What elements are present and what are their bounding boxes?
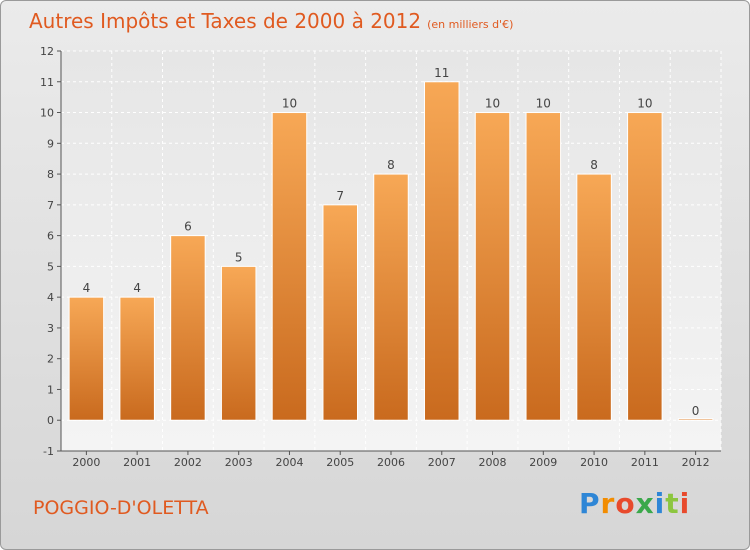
- y-tick-label: 3: [47, 322, 54, 335]
- x-tick-label: 2001: [123, 456, 151, 469]
- logo-letter: o: [615, 487, 636, 520]
- bar-2007[interactable]: [424, 81, 460, 421]
- x-tick-label: 2009: [529, 456, 557, 469]
- data-label: 8: [590, 158, 598, 172]
- y-tick-label: 9: [47, 137, 54, 150]
- commune-name: POGGIO-D'OLETTA: [33, 497, 209, 519]
- x-tick-label: 2005: [326, 456, 354, 469]
- bar-2009[interactable]: [525, 112, 562, 421]
- chart-title-text: Autres Impôts et Taxes de 2000 à 2012: [29, 9, 422, 33]
- y-tick-label: 8: [47, 168, 54, 181]
- logo-letter: i: [654, 487, 666, 520]
- data-label: 5: [235, 250, 243, 264]
- bars-group: [68, 81, 714, 421]
- x-tick-label: 2006: [377, 456, 405, 469]
- proxiti-logo[interactable]: Proxiti: [579, 487, 690, 520]
- x-tick-label: 2008: [479, 456, 507, 469]
- y-tick-label: 7: [47, 199, 54, 212]
- bar-2000[interactable]: [68, 296, 105, 421]
- data-label: 10: [536, 97, 551, 111]
- logo-letter: t: [665, 487, 680, 520]
- data-label: 10: [282, 97, 297, 111]
- chart-subtitle: (en milliers d'€): [427, 18, 514, 31]
- logo-letter: P: [579, 487, 601, 520]
- bar-2002[interactable]: [170, 235, 206, 421]
- y-tick-label: 1: [47, 383, 54, 396]
- y-tick-label: 0: [47, 414, 54, 427]
- data-label: 8: [387, 158, 395, 172]
- bar-2001[interactable]: [119, 296, 155, 421]
- bar-2010[interactable]: [576, 173, 612, 421]
- y-tick-label: -1: [43, 445, 54, 458]
- bar-2011[interactable]: [627, 112, 663, 421]
- bar-2003[interactable]: [220, 265, 257, 421]
- data-label: 4: [83, 281, 91, 295]
- data-label: 11: [434, 66, 449, 80]
- x-tick-label: 2000: [72, 456, 100, 469]
- x-tick-label: 2003: [225, 456, 253, 469]
- data-label: 4: [133, 281, 141, 295]
- bar-2004[interactable]: [271, 112, 308, 421]
- y-tick-label: 4: [47, 291, 54, 304]
- data-label: 0: [692, 404, 700, 418]
- y-tick-label: 6: [47, 230, 54, 243]
- x-tick-label: 2011: [631, 456, 659, 469]
- x-tick-label: 2007: [428, 456, 456, 469]
- x-tick-label: 2012: [682, 456, 710, 469]
- chart-title: Autres Impôts et Taxes de 2000 à 2012 (en…: [29, 9, 513, 33]
- data-label: 10: [637, 97, 652, 111]
- bar-2012[interactable]: [677, 418, 714, 421]
- bar-2005[interactable]: [322, 204, 358, 421]
- axes: [57, 50, 721, 455]
- bar-2008[interactable]: [474, 112, 511, 421]
- tick-labels: -101234567891011124200042001620025200310…: [40, 45, 710, 469]
- x-tick-label: 2002: [174, 456, 202, 469]
- logo-letter: x: [635, 487, 655, 520]
- y-tick-label: 5: [47, 260, 54, 273]
- logo-letter: i: [679, 487, 691, 520]
- x-tick-label: 2010: [580, 456, 608, 469]
- data-label: 6: [184, 220, 192, 234]
- y-tick-label: 12: [40, 45, 54, 58]
- logo-letter: r: [600, 487, 616, 520]
- data-label: 10: [485, 97, 500, 111]
- y-tick-label: 10: [40, 107, 54, 120]
- bar-2006[interactable]: [373, 173, 409, 421]
- y-tick-label: 11: [40, 76, 54, 89]
- y-tick-label: 2: [47, 353, 54, 366]
- x-tick-label: 2004: [275, 456, 303, 469]
- data-label: 7: [336, 189, 344, 203]
